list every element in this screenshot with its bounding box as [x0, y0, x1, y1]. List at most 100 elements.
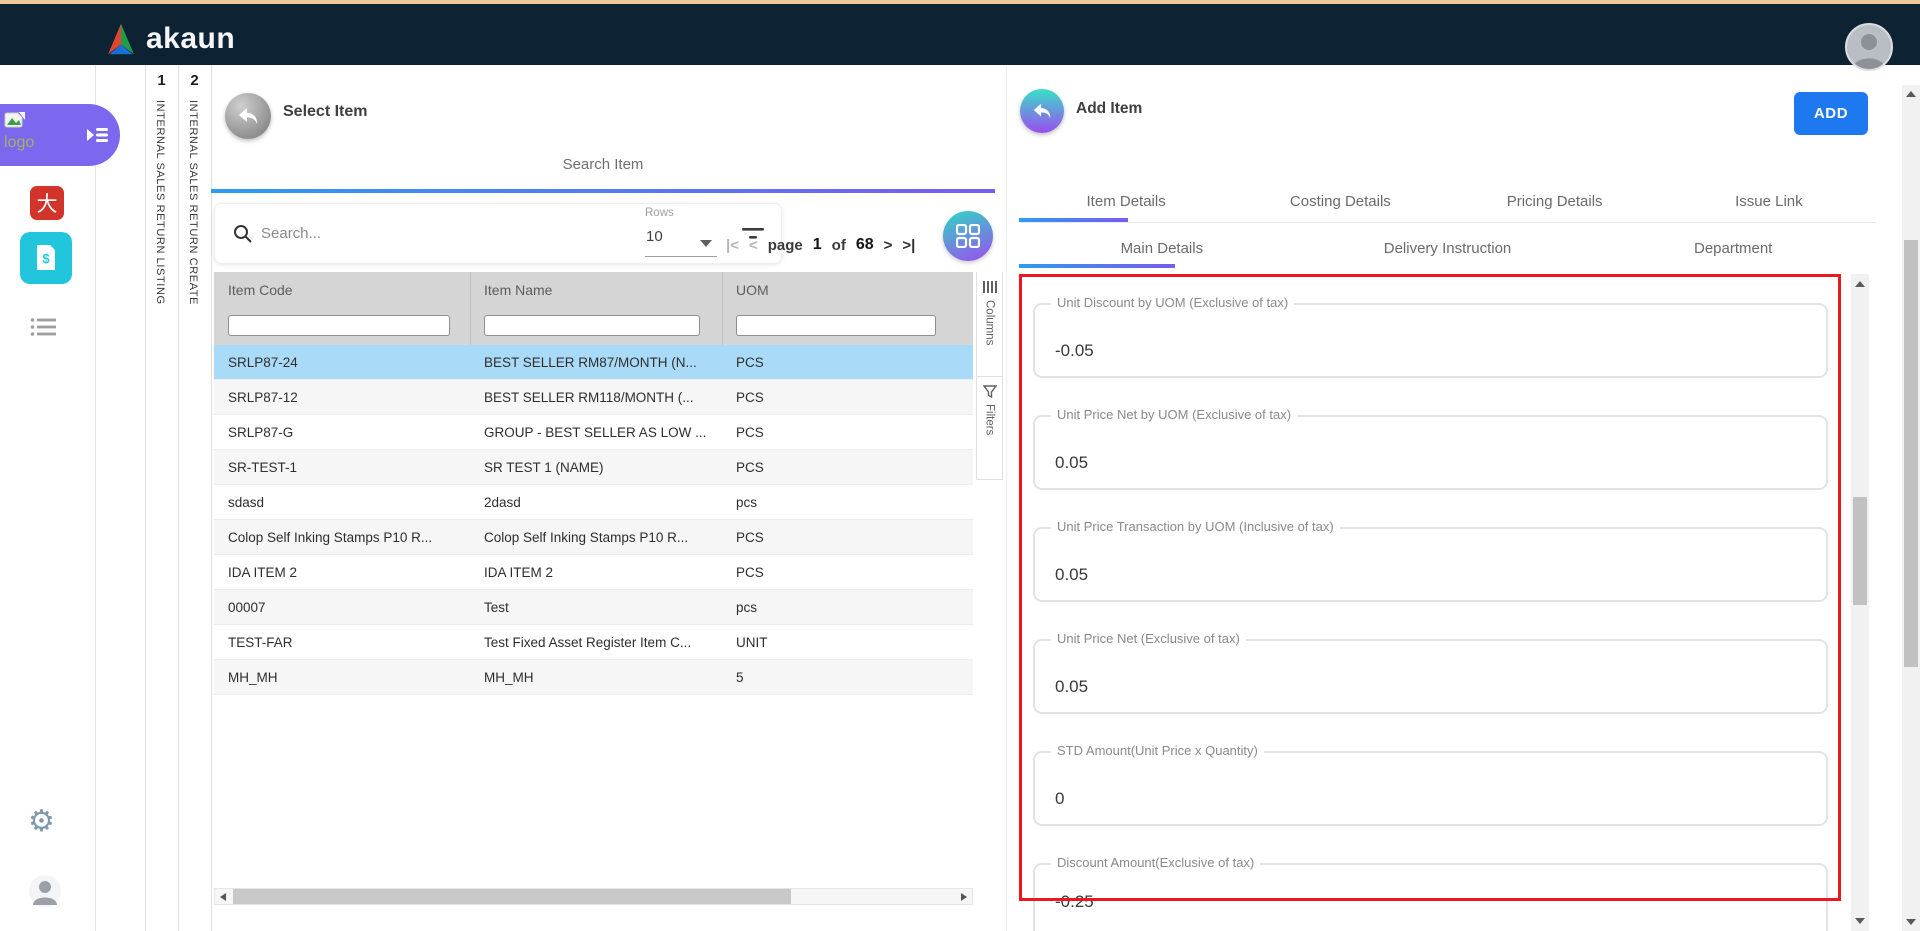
- panel-divider: [1006, 66, 1007, 931]
- panel-scrollbar-thumb[interactable]: [1853, 497, 1867, 605]
- table-row[interactable]: SRLP87-24 BEST SELLER RM87/MONTH (N... P…: [214, 345, 973, 380]
- red-app-glyph: 大: [36, 193, 58, 216]
- search-input[interactable]: [261, 225, 701, 242]
- app-icon-sales-doc[interactable]: $: [20, 232, 72, 284]
- main-details-tab-indicator: [1019, 264, 1175, 268]
- table-row[interactable]: TEST-FAR Test Fixed Asset Register Item …: [214, 625, 973, 660]
- grid-view-button[interactable]: [943, 211, 993, 261]
- field-label: Discount Amount(Exclusive of tax): [1051, 855, 1261, 870]
- current-page: 1: [812, 236, 822, 253]
- field-unit-price-transaction-by-uom: Unit Price Transaction by UOM (Inclusive…: [1033, 519, 1828, 602]
- panel-scrollbar[interactable]: [1851, 274, 1869, 931]
- logo-placeholder-text: logo: [4, 134, 35, 151]
- field-value-input[interactable]: 0.05: [1055, 677, 1089, 696]
- table-header-row: Item Code Item Name UOM: [214, 272, 973, 307]
- page-scrollbar-thumb[interactable]: [1904, 240, 1918, 667]
- rows-select-underline: [645, 256, 717, 257]
- filter-uom-input[interactable]: [736, 315, 936, 336]
- field-value-input[interactable]: 0.05: [1055, 453, 1089, 472]
- page-scrollbar[interactable]: [1902, 85, 1920, 931]
- filter-item-code-input[interactable]: [228, 315, 450, 336]
- step-divider: [145, 65, 146, 931]
- header-item-code[interactable]: Item Code: [228, 281, 293, 298]
- step-tab-1-label[interactable]: INTERNAL SALES RETURN LISTING: [154, 100, 166, 305]
- tab-costing-details[interactable]: Costing Details: [1289, 193, 1391, 210]
- add-button[interactable]: ADD: [1794, 92, 1868, 135]
- table-side-toolbar: Columns Filters: [976, 272, 1003, 480]
- field-value-input[interactable]: -0.05: [1055, 341, 1094, 360]
- tab-issue-link[interactable]: Issue Link: [1735, 193, 1803, 210]
- field-value-input[interactable]: 0: [1055, 789, 1065, 808]
- gear-icon[interactable]: ⚙: [28, 805, 55, 838]
- prev-page-button[interactable]: <: [748, 236, 758, 254]
- item-table: SRLP87-24 BEST SELLER RM87/MONTH (N... P…: [214, 345, 973, 695]
- field-label: Unit Price Net by UOM (Exclusive of tax): [1051, 407, 1298, 422]
- list-menu-icon[interactable]: [30, 317, 56, 337]
- table-row[interactable]: 00007 Test pcs: [214, 590, 973, 625]
- tab-pricing-details[interactable]: Pricing Details: [1506, 193, 1603, 210]
- tenant-logo-pill[interactable]: logo: [0, 104, 120, 166]
- scroll-left-arrow[interactable]: [220, 893, 226, 901]
- step-tab-2-number[interactable]: 2: [190, 72, 199, 89]
- app-icon-bigledger[interactable]: 大: [30, 186, 64, 220]
- field-value-input[interactable]: -0.25: [1055, 892, 1094, 911]
- select-item-title: Select Item: [283, 103, 368, 120]
- cell-uom: PCS: [736, 529, 764, 545]
- cell-item-name: 2dasd: [484, 494, 521, 510]
- table-row[interactable]: MH_MH MH_MH 5: [214, 660, 973, 695]
- user-avatar[interactable]: [1845, 23, 1893, 71]
- columns-label: Columns: [983, 300, 996, 346]
- next-page-button[interactable]: >: [883, 236, 893, 254]
- rows-per-page-select[interactable]: 10: [646, 228, 663, 245]
- back-button-select-item[interactable]: [225, 93, 271, 139]
- filter-item-name-input[interactable]: [484, 315, 700, 336]
- scroll-up-arrow[interactable]: [1855, 281, 1865, 287]
- account-icon[interactable]: [28, 874, 62, 908]
- table-row[interactable]: SR-TEST-1 SR TEST 1 (NAME) PCS: [214, 450, 973, 485]
- horizontal-scrollbar-thumb[interactable]: [233, 889, 791, 904]
- step-tab-2-label[interactable]: INTERNAL SALES RETURN CREATE: [187, 100, 199, 306]
- cell-uom: pcs: [736, 599, 758, 615]
- table-row[interactable]: Colop Self Inking Stamps P10 R... Colop …: [214, 520, 973, 555]
- collapse-sidebar-icon[interactable]: [84, 122, 110, 148]
- header-item-name[interactable]: Item Name: [484, 281, 553, 298]
- scroll-up-arrow[interactable]: [1906, 91, 1916, 97]
- tab-item-details[interactable]: Item Details: [1086, 193, 1166, 210]
- filter-list-icon[interactable]: [741, 224, 765, 244]
- scroll-down-arrow[interactable]: [1855, 918, 1865, 924]
- sub-tabs: Main Details Delivery Instruction Depart…: [1019, 240, 1876, 257]
- field-value-input[interactable]: 0.05: [1055, 565, 1089, 584]
- table-row[interactable]: SRLP87-G GROUP - BEST SELLER AS LOW ... …: [214, 415, 973, 450]
- chevron-down-icon[interactable]: [700, 240, 712, 247]
- search-bar: [214, 203, 782, 264]
- columns-toggle[interactable]: Columns: [977, 272, 1002, 376]
- horizontal-scrollbar[interactable]: [214, 888, 973, 905]
- back-button-add-item[interactable]: [1020, 89, 1064, 133]
- total-pages: 68: [855, 236, 874, 253]
- cell-item-code: IDA ITEM 2: [228, 564, 298, 580]
- step-tab-1-number[interactable]: 1: [157, 72, 166, 89]
- add-item-title: Add Item: [1076, 100, 1143, 117]
- svg-text:$: $: [42, 251, 50, 266]
- last-page-button[interactable]: >|: [902, 236, 916, 254]
- cell-uom: PCS: [736, 459, 764, 475]
- filters-toggle[interactable]: Filters: [977, 376, 1002, 480]
- scroll-right-arrow[interactable]: [961, 893, 967, 901]
- field-unit-price-net: Unit Price Net (Exclusive of tax) 0.05: [1033, 631, 1828, 714]
- broken-image-icon: [4, 112, 26, 128]
- table-row[interactable]: SRLP87-12 BEST SELLER RM118/MONTH (... P…: [214, 380, 973, 415]
- header-uom[interactable]: UOM: [736, 281, 769, 298]
- table-row[interactable]: IDA ITEM 2 IDA ITEM 2 PCS: [214, 555, 973, 590]
- tabs-baseline: [1019, 222, 1876, 223]
- table-row[interactable]: sdasd 2dasd pcs: [214, 485, 973, 520]
- cell-item-name: BEST SELLER RM87/MONTH (N...: [484, 354, 697, 370]
- tab-main-details[interactable]: Main Details: [1120, 240, 1204, 257]
- field-unit-price-net-by-uom: Unit Price Net by UOM (Exclusive of tax)…: [1033, 407, 1828, 490]
- scroll-down-arrow[interactable]: [1906, 919, 1916, 925]
- tab-delivery-instruction[interactable]: Delivery Instruction: [1383, 240, 1512, 257]
- cell-item-name: GROUP - BEST SELLER AS LOW ...: [484, 424, 707, 440]
- tab-department[interactable]: Department: [1693, 240, 1773, 257]
- tab-search-item[interactable]: Search Item: [562, 156, 644, 173]
- first-page-button[interactable]: |<: [726, 236, 739, 254]
